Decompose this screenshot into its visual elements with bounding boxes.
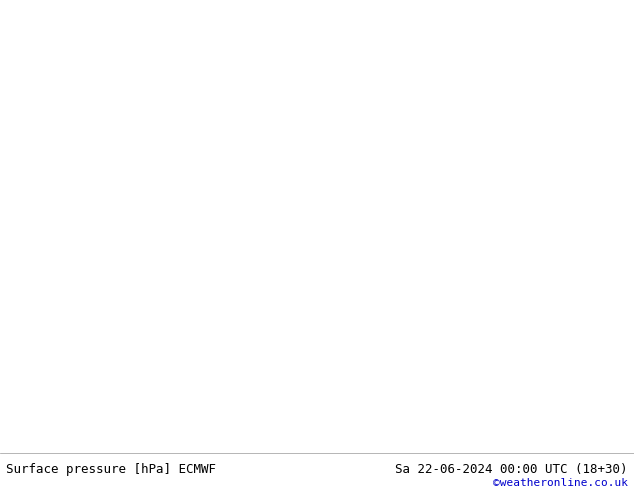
Text: Sa 22-06-2024 00:00 UTC (18+30): Sa 22-06-2024 00:00 UTC (18+30) (395, 463, 628, 476)
Text: ©weatheronline.co.uk: ©weatheronline.co.uk (493, 478, 628, 488)
Text: Surface pressure [hPa] ECMWF: Surface pressure [hPa] ECMWF (6, 463, 216, 476)
